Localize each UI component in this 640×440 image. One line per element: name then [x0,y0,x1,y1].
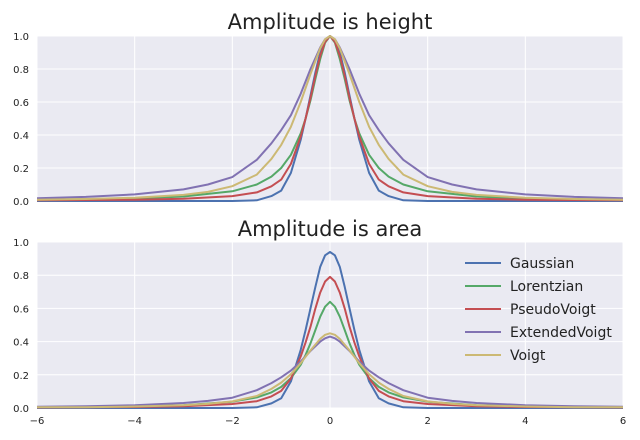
series-line-extendedvoigt [36,335,624,408]
y-tick-label: 0.4 [13,131,29,142]
series-line-gaussian [37,251,623,409]
series-line-voigt [36,35,624,201]
legend: Gaussian Lorentzian PseudoVoigt ExtendedVoi… [465,256,612,364]
series-line-pseudovoigt [36,275,624,409]
y-tick-label: 0.0 [13,404,29,415]
y-tick-label: 0.0 [13,197,29,208]
y-tick-label: 0.4 [13,338,29,349]
y-tick-label: 0.2 [13,371,29,382]
y-tick-label: 0.8 [13,65,29,76]
chart-title-bottom: Amplitude is area [238,217,423,241]
legend-label-lorentzian: Lorentzian [510,279,583,295]
legend-label-voigt: Voigt [510,348,546,364]
x-tick-label: 2 [424,416,430,427]
x-tick-label: 0 [327,416,333,427]
series-top [36,35,624,202]
x-tick-label: 6 [620,416,626,427]
legend-label-pseudovoigt: PseudoVoigt [510,302,596,318]
legend-label-gaussian: Gaussian [510,256,574,272]
y-tick-label: 0.6 [13,98,29,109]
yticks-top: 0.0 0.2 0.4 0.6 0.8 1.0 [13,32,29,208]
legend-label-extendedvoigt: ExtendedVoigt [510,325,612,341]
xticks-bottom: −6 −4 −2 0 2 4 6 [30,416,627,427]
series-line-lorentzian [36,300,624,409]
chart-title-top: Amplitude is height [228,10,433,34]
panel-bottom: Amplitude is area 0.00.20.40.60.81.0 −6−… [13,217,626,427]
panel-top: Amplitude is height 0.0 0.2 0.4 0.6 0.8 1.0 [13,10,624,208]
grid-bottom [36,241,624,409]
x-tick-label: −6 [30,416,45,427]
y-tick-label: 1.0 [13,32,29,43]
yticks-bottom: 0.0 0.2 0.4 0.6 0.8 1.0 [13,238,29,415]
x-tick-label: −2 [225,416,240,427]
series-line-voigt [36,332,624,409]
x-tick-label: −4 [127,416,142,427]
y-tick-label: 0.2 [13,164,29,175]
y-tick-label: 1.0 [13,238,29,249]
series-bottom [36,251,624,409]
x-tick-label: 4 [522,416,528,427]
y-tick-label: 0.8 [13,271,29,282]
y-tick-label: 0.6 [13,304,29,315]
